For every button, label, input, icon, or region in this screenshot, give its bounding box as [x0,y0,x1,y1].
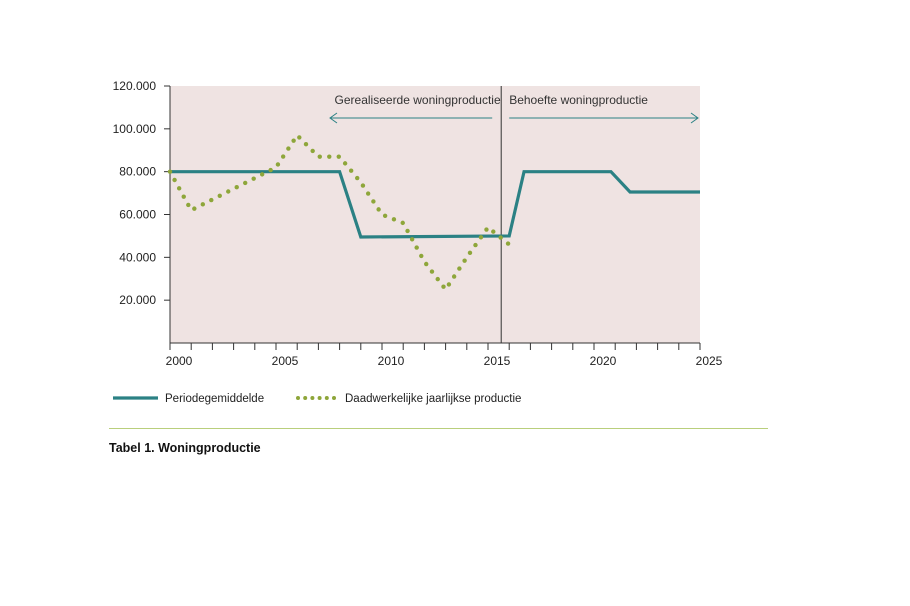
x-tick-label: 2020 [590,354,617,368]
series-dot [414,245,419,250]
annotation-realised: Gerealiseerde woningproductie [335,93,501,107]
arrow-right [509,112,699,124]
y-tick-label: 40.000 [119,250,156,264]
legend-dot [324,396,329,400]
legend-swatch-daadwerkelijk [296,396,336,400]
series-dot [429,269,435,274]
series-dot [342,161,348,166]
series-dot [371,199,376,204]
series-dot [176,186,182,191]
x-tick-label: 2010 [378,354,405,368]
x-tick-label: 2000 [166,354,193,368]
series-dot [348,168,354,173]
series-dot [473,242,478,248]
series-dot [491,229,496,234]
caption: Tabel 1. Woningproductie [109,441,261,455]
legend-dot [296,396,300,400]
series-dot [478,235,484,240]
y-tick-label: 20.000 [119,293,156,307]
series-dot [310,148,315,154]
series-dot [409,237,415,242]
series-dot [505,241,511,246]
arrow-right-head [690,112,699,124]
series-dotted-daadwerkelijk [167,135,511,289]
arrow-left [329,112,493,124]
plot-background [170,86,700,343]
series-dot [167,169,173,174]
series-dot [391,217,397,222]
series-dot [365,191,371,196]
annotation-needed: Behoefte woningproductie [509,93,648,107]
series-dot [172,177,177,183]
series-dot [192,206,197,211]
arrow-left-head [329,112,338,124]
x-tick-label: 2005 [272,354,299,368]
series-dot [382,213,388,218]
series-dot [424,261,429,267]
series-dot [484,227,489,232]
series-dot [360,183,366,188]
y-tick-label: 100.000 [113,122,157,136]
series-dot [451,274,457,279]
series-dot [462,258,467,263]
series-dot [457,266,462,271]
y-tick-label: 60.000 [119,208,156,222]
series-dot [376,207,381,212]
chart: 2000 2005 2010 2015 2020 2025 20.000 40.000 60.… [113,79,723,405]
x-axis: 2000 2005 2010 2015 2020 2025 [166,342,723,368]
series-dot [355,175,360,181]
series-dot [291,138,296,143]
series-dot [181,194,186,199]
series-dot [435,276,440,282]
y-tick-label: 80.000 [119,165,156,179]
series-dot [234,185,239,190]
series-dot [200,202,206,207]
series-dot [209,197,214,203]
series-dot [275,162,281,167]
series-line-periodegemiddelde [170,170,700,239]
series-dot [259,172,265,177]
caption-divider [109,428,768,429]
series-dot [243,180,248,186]
series-dot [419,253,424,259]
series-dot [303,141,309,147]
series-dot [226,189,231,194]
series-dot [467,250,473,256]
y-axis: 20.000 40.000 60.000 80.000 100.000 120.000 [113,79,171,343]
y-tick-label: 120.000 [113,79,157,93]
legend-dot [310,396,315,400]
series-layer [167,135,700,289]
legend-label-daadwerkelijk: Daadwerkelijke jaarlijkse productie [345,393,521,405]
annotations: Gerealiseerde woningproductie Behoefte w… [329,93,699,124]
series-dot [498,235,503,240]
series-dot [268,167,273,173]
series-dot [297,135,302,140]
legend-dot [332,396,336,400]
series-dot [327,154,332,159]
series-dot [446,282,452,287]
series-dot [217,193,222,198]
series-dot [280,154,286,159]
x-tick-label: 2015 [484,354,511,368]
series-dot [405,228,410,234]
series-dot [400,220,405,226]
legend: Periodegemiddelde Daadwerkelijke jaarlij… [113,393,521,405]
series-dot [317,154,322,159]
series-dot [336,154,341,159]
legend-dot [303,396,308,400]
series-dot [251,176,256,181]
x-tick-label: 2025 [696,354,723,368]
legend-dot [317,396,322,400]
legend-label-periodegemiddelde: Periodegemiddelde [165,393,264,405]
series-dot [441,284,446,289]
series-dot [286,146,291,151]
series-dot [186,202,191,208]
